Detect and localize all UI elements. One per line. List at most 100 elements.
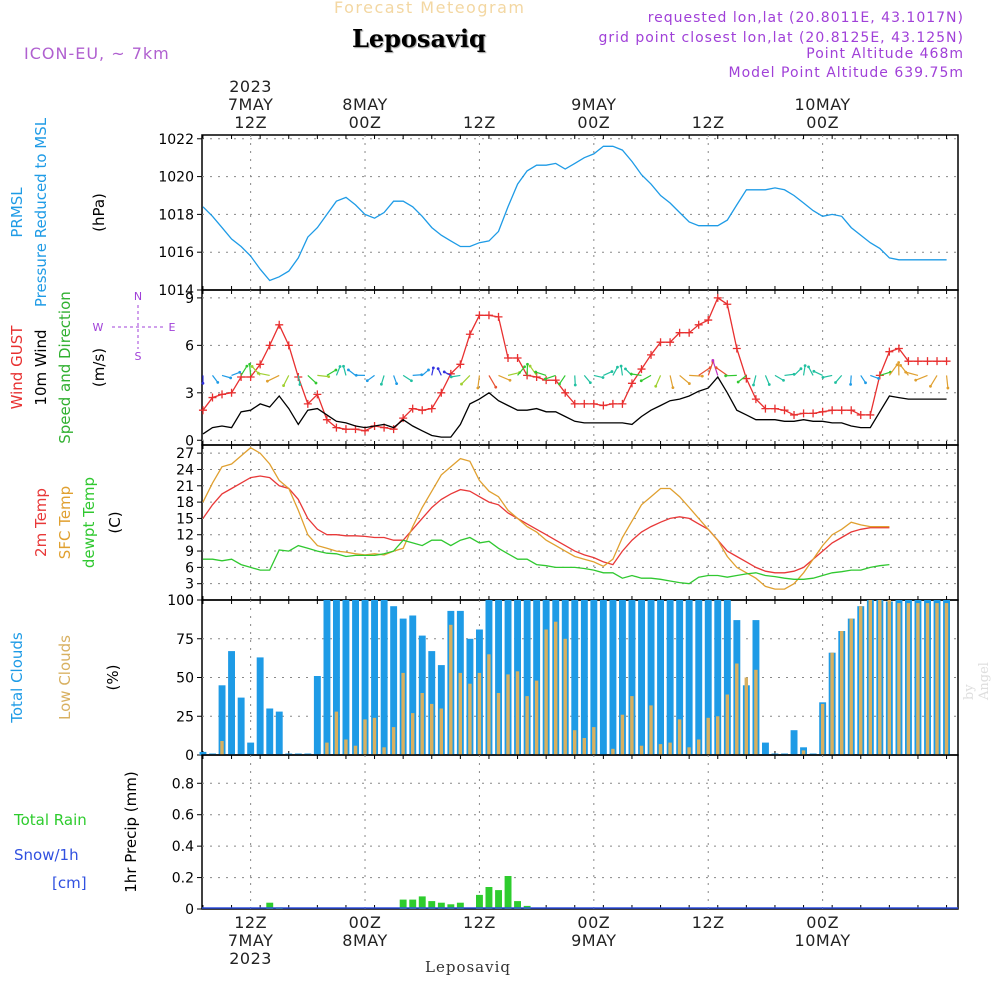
gust-marker [770,404,779,413]
wind-arrow-head [654,384,658,388]
bar-low-clouds [925,603,930,755]
bar-total-clouds [352,600,359,755]
wind-arrow [297,375,301,385]
wind-arrow-head [427,368,430,372]
wind-arrow-head [671,386,675,389]
bar-total-clouds [247,742,255,755]
bar-low-clouds [868,600,872,755]
compass-e: E [169,321,176,334]
gust-marker [218,390,227,399]
wind-arrow [335,366,341,376]
wind-arrow-head [849,382,852,386]
gust-marker [265,341,274,350]
gust-marker [589,399,598,408]
gust-marker [227,388,236,397]
series-line-sfc-temp [202,446,890,590]
wind-arrow-head [714,366,718,370]
legend-rain: Total Rain [13,811,87,829]
gust-marker [694,320,703,329]
wind-arrow [517,366,526,376]
wind-arrow [451,374,461,378]
wind-arrow [307,374,317,384]
bar-low-clouds [411,713,415,755]
wind-arrow [477,375,481,389]
bar-total-clouds [333,600,340,755]
wind-arrow [258,372,270,376]
bar-low-clouds [897,603,901,755]
y-tick-label: 0 [185,433,194,449]
wind-arrow-head [573,383,577,387]
y-tick-label: 3 [185,386,194,402]
wind-arrow [267,374,280,382]
wind-arrow-head [807,365,810,369]
bar-total-clouds [409,615,417,755]
legend-snow: Snow/1h [14,846,79,864]
gust-marker [637,365,646,374]
bar-low-clouds [534,680,539,755]
y-tick-label: 12 [176,528,194,544]
wind-arrow-head [736,380,740,384]
wind-arrow-head [229,376,233,380]
bottom-time-label: 00Z [349,913,382,932]
top-time-label: 10MAY [795,95,851,114]
top-time-label: 12Z [692,113,725,132]
gust-marker [504,354,513,363]
wind-arrow [249,364,252,376]
panel-label: Total Clouds [8,632,26,724]
wind-arrow [808,366,814,376]
wind-arrow-head [895,363,899,367]
bar-total-rain [514,901,521,909]
wind-arrow [574,375,576,386]
bar-low-clouds [754,669,758,756]
wind-arrow-head [834,381,837,384]
wind-arrow-head [616,365,619,369]
bar-total-rain [266,902,274,909]
wind-arrow-head [298,383,302,386]
bottom-time-label: 7MAY [228,931,273,950]
gust-marker [237,372,246,381]
bar-low-clouds [563,638,567,756]
y-tick-label: 75 [176,632,194,648]
bar-low-clouds [506,674,510,755]
bar-low-clouds [449,624,453,755]
bar-total-clouds [762,742,769,755]
wind-arrow-head [610,370,614,373]
wind-arrow [888,364,898,376]
wind-arrow [612,366,618,376]
wind-arrow-head [338,365,342,368]
wind-arrow [900,365,909,376]
top-time-label: 8MAY [342,95,387,114]
gust-marker [933,357,942,366]
wind-arrow [240,365,248,376]
bar-total-clouds [533,600,541,755]
bar-total-rain [504,876,512,909]
y-tick-label: 18 [176,495,194,511]
gust-marker [341,425,350,434]
bar-low-clouds [716,716,720,756]
wind-arrow-head [216,381,220,384]
gust-marker [599,401,608,410]
y-tick-label: 0.6 [172,808,194,824]
wind-arrow [593,374,604,379]
wind-arrow-head [877,377,880,380]
compass-n: N [134,290,142,303]
bar-total-rain [476,894,483,909]
gust-marker [322,415,331,424]
panel-label: 1hr Precip (mm) [122,771,140,892]
bar-total-clouds [619,600,626,755]
bar-low-clouds [468,683,472,755]
bar-low-clouds [944,603,949,755]
wind-arrow [412,374,422,377]
bar-low-clouds [353,745,358,755]
point-altitude: Point Altitude 468m [806,46,964,62]
bar-low-clouds [544,629,548,755]
series-line-dewpt-temp [203,536,890,585]
bar-low-clouds [744,677,748,755]
gust-marker [465,330,474,339]
bar-total-clouds [628,600,636,755]
y-tick-label: 15 [176,511,194,527]
wind-arrow-head [354,373,358,377]
gust-marker [551,376,560,385]
